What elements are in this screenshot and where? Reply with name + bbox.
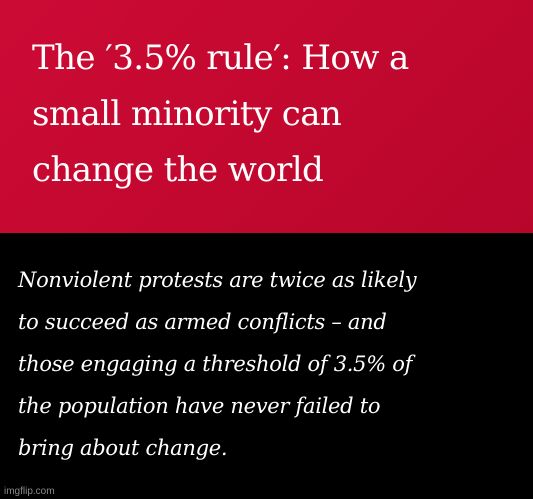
watermark: imgflip.com xyxy=(4,486,55,497)
headline-banner: The ′3.5% rule′: How a small minority ca… xyxy=(0,0,533,233)
quote-panel: Nonviolent protests are twice as likely … xyxy=(0,233,533,499)
quote-line: those engaging a threshold of 3.5% of xyxy=(18,352,413,376)
headline-line: small minority can xyxy=(32,94,342,134)
quote-line: the population have never failed to xyxy=(18,394,381,418)
headline-line: change the world xyxy=(32,150,324,190)
headline-line: The ′3.5% rule′: How a xyxy=(32,38,409,78)
quote-line: bring about change. xyxy=(18,436,228,460)
headline-title: The ′3.5% rule′: How a small minority ca… xyxy=(32,30,522,198)
quote-line: to succeed as armed conflicts – and xyxy=(18,310,387,334)
quote-line: Nonviolent protests are twice as likely xyxy=(18,268,417,292)
quote-text: Nonviolent protests are twice as likely … xyxy=(18,259,523,469)
